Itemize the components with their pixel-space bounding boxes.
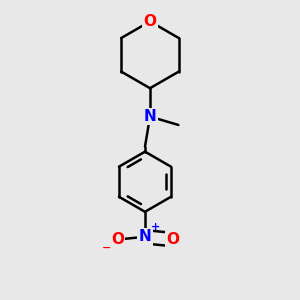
Text: +: + xyxy=(150,223,160,232)
Text: −: − xyxy=(102,243,112,253)
Text: N: N xyxy=(139,229,152,244)
Text: O: O xyxy=(111,232,124,247)
Text: O: O xyxy=(166,232,179,247)
Text: O: O xyxy=(143,14,157,29)
Text: N: N xyxy=(144,109,156,124)
